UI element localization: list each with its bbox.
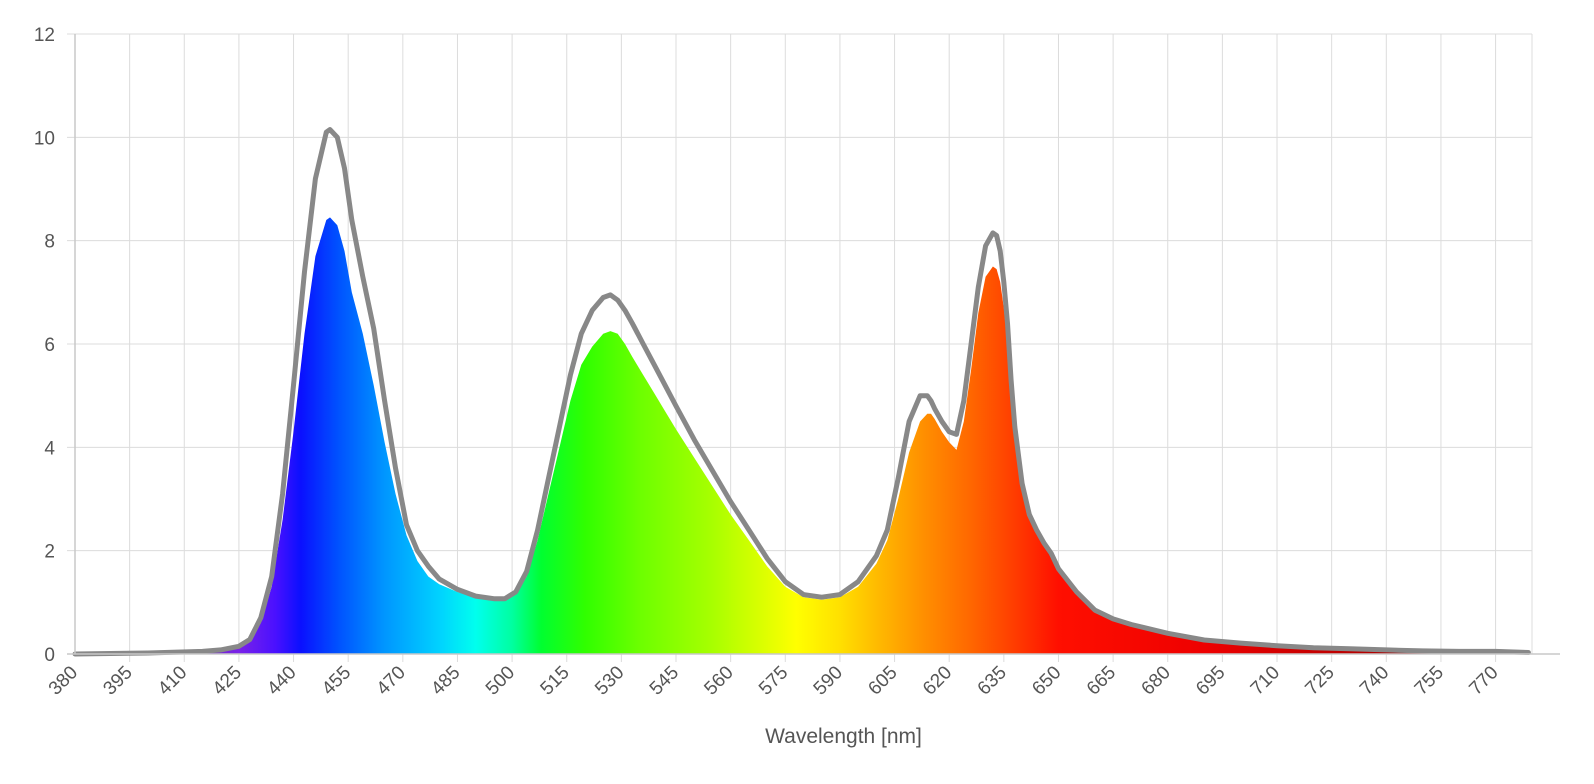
x-tick-label-620: 620 — [919, 662, 956, 699]
x-tick-label-500: 500 — [482, 662, 519, 699]
y-tick-label-8: 8 — [44, 232, 55, 253]
x-tick-label-755: 755 — [1411, 662, 1448, 699]
spectrum-outline-layer — [72, 127, 1531, 657]
x-tick-label-410: 410 — [154, 662, 191, 699]
x-tick-label-740: 740 — [1356, 662, 1393, 699]
x-tick-label-575: 575 — [755, 662, 792, 699]
x-tick-label-665: 665 — [1083, 662, 1120, 699]
x-tick-label-680: 680 — [1138, 662, 1175, 699]
y-tick-label-0: 0 — [44, 645, 55, 666]
x-tick-label-650: 650 — [1028, 662, 1065, 699]
x-tick-label-560: 560 — [700, 662, 737, 699]
x-tick-label-770: 770 — [1465, 662, 1502, 699]
x-tick-label-455: 455 — [318, 662, 355, 699]
y-tick-label-2: 2 — [44, 542, 55, 563]
y-tick-labels: 0 2 4 6 8 10 12 — [34, 25, 56, 666]
y-tick-label-6: 6 — [44, 335, 55, 356]
x-tick-label-530: 530 — [591, 662, 628, 699]
x-tick-label-710: 710 — [1247, 662, 1284, 699]
x-tick-label-635: 635 — [974, 662, 1011, 699]
x-tick-label-425: 425 — [209, 662, 246, 699]
x-tick-label-725: 725 — [1301, 662, 1338, 699]
x-tick-label-545: 545 — [646, 662, 683, 699]
spectral-fill-area — [75, 217, 1529, 654]
y-tick-label-10: 10 — [34, 128, 55, 149]
y-tick-label-12: 12 — [34, 25, 55, 46]
x-axis-title: Wavelength [nm] — [765, 725, 922, 748]
x-tick-label-395: 395 — [99, 662, 136, 699]
spectrum-fill-layer — [75, 217, 1529, 654]
x-tick-labels: 380 395 410 425 440 455 470 485 500 515 530 545 560 5… — [45, 662, 1503, 699]
x-tick-label-695: 695 — [1192, 662, 1229, 699]
x-tick-label-470: 470 — [373, 662, 410, 699]
x-tick-label-485: 485 — [427, 662, 464, 699]
x-tick-label-440: 440 — [263, 662, 300, 699]
axes — [67, 34, 1560, 655]
spectrum-outline-line — [72, 127, 1531, 657]
x-tick-label-605: 605 — [864, 662, 901, 699]
x-tick-label-380: 380 — [45, 662, 82, 699]
y-tick-label-4: 4 — [44, 438, 55, 459]
x-tick-label-515: 515 — [537, 662, 574, 699]
x-tick-label-590: 590 — [810, 662, 847, 699]
